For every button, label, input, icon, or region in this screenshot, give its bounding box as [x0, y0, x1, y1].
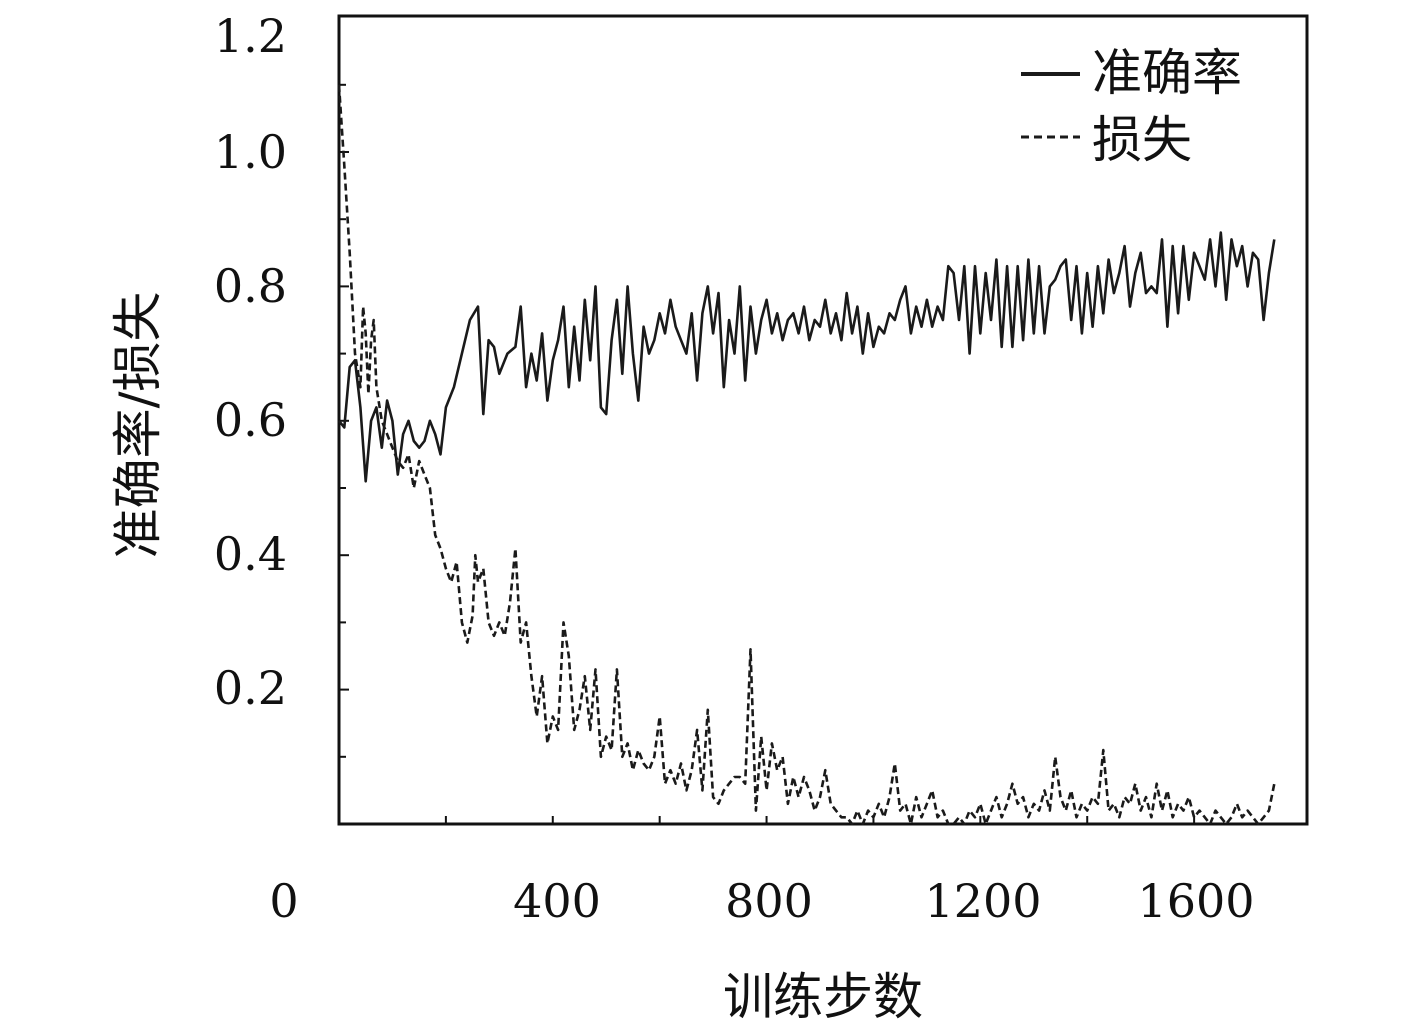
series-loss-line: [337, 84, 1276, 826]
y-tick-label: 0.6: [214, 393, 287, 447]
series-lines: [337, 84, 1276, 826]
x-axis-title: 训练步数: [723, 968, 923, 1026]
x-tick-label: 0: [269, 874, 298, 928]
y-tick-label: 0.2: [214, 661, 287, 715]
x-tick-label: 1600: [1137, 874, 1254, 928]
series-accuracy-line: [337, 231, 1276, 483]
legend: 准确率 损失: [1021, 44, 1242, 169]
x-tick-label: 400: [513, 874, 601, 928]
x-tick-label: 1200: [924, 874, 1041, 928]
x-tick-label: 800: [725, 874, 813, 928]
x-tick-labels: 0 400 800 1200 1600: [269, 874, 1254, 928]
y-tick-label: 1.0: [214, 125, 287, 179]
axis-ticks: [339, 83, 1196, 824]
y-tick-labels: 0.2 0.4 0.6 0.8 1.0 1.2: [214, 9, 287, 715]
y-tick-label: 1.2: [214, 9, 287, 63]
y-tick-label: 0.8: [214, 259, 287, 313]
legend-label-loss: 损失: [1092, 111, 1192, 169]
y-tick-label: 0.4: [214, 527, 287, 581]
y-axis-title: 准确率/损失: [109, 292, 167, 559]
legend-label-accuracy: 准确率: [1092, 44, 1242, 102]
